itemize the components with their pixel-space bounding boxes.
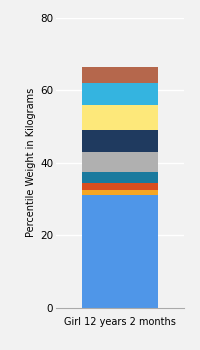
Bar [82, 83, 158, 105]
Bar [82, 172, 158, 183]
Bar [82, 183, 158, 190]
Bar [82, 195, 158, 308]
Bar [82, 130, 158, 152]
Bar [82, 105, 158, 130]
Y-axis label: Percentile Weight in Kilograms: Percentile Weight in Kilograms [26, 88, 36, 237]
Bar [82, 152, 158, 172]
Bar [82, 66, 158, 83]
Bar [82, 190, 158, 195]
